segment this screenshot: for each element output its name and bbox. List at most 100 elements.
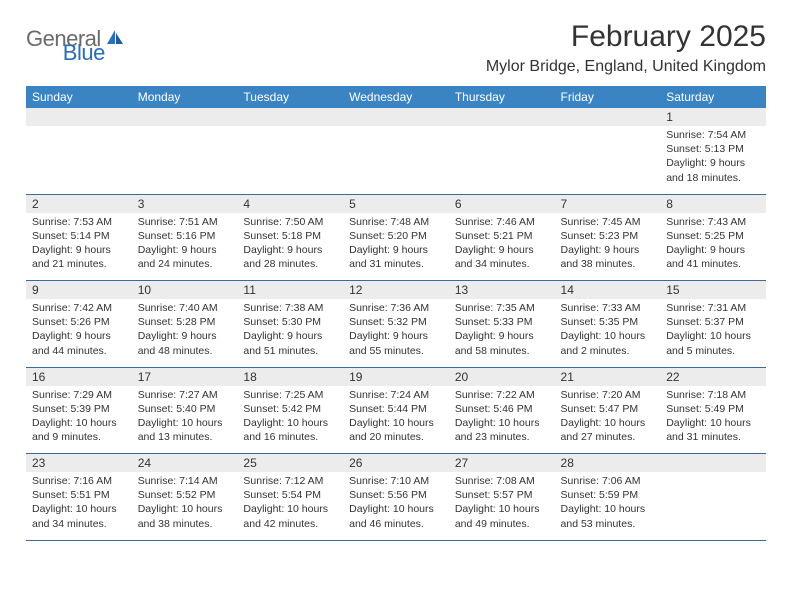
day-number: 3	[132, 194, 238, 213]
sunrise-line: Sunrise: 7:22 AM	[455, 388, 549, 402]
day-cell: Sunrise: 7:43 AMSunset: 5:25 PMDaylight:…	[660, 213, 766, 281]
day-number	[449, 108, 555, 126]
weekday-header: Tuesday	[237, 86, 343, 108]
daylight-line: Daylight: 9 hours and 55 minutes.	[349, 329, 443, 357]
sunrise-line: Sunrise: 7:38 AM	[243, 301, 337, 315]
header: General Blue February 2025 Mylor Bridge,…	[26, 20, 766, 76]
day-number: 25	[237, 454, 343, 473]
day-cell: Sunrise: 7:51 AMSunset: 5:16 PMDaylight:…	[132, 213, 238, 281]
daynum-row: 16171819202122	[26, 367, 766, 386]
sunrise-line: Sunrise: 7:27 AM	[138, 388, 232, 402]
day-cell	[343, 126, 449, 194]
day-number: 15	[660, 281, 766, 300]
sunset-line: Sunset: 5:46 PM	[455, 402, 549, 416]
sunset-line: Sunset: 5:30 PM	[243, 315, 337, 329]
sunset-line: Sunset: 5:21 PM	[455, 229, 549, 243]
sunset-line: Sunset: 5:44 PM	[349, 402, 443, 416]
day-cell	[555, 126, 661, 194]
sunset-line: Sunset: 5:35 PM	[561, 315, 655, 329]
daylight-line: Daylight: 10 hours and 46 minutes.	[349, 502, 443, 530]
day-cell: Sunrise: 7:53 AMSunset: 5:14 PMDaylight:…	[26, 213, 132, 281]
day-number: 24	[132, 454, 238, 473]
daylight-line: Daylight: 9 hours and 58 minutes.	[455, 329, 549, 357]
day-number: 22	[660, 367, 766, 386]
day-cell: Sunrise: 7:33 AMSunset: 5:35 PMDaylight:…	[555, 299, 661, 367]
sunrise-line: Sunrise: 7:50 AM	[243, 215, 337, 229]
daylight-line: Daylight: 10 hours and 34 minutes.	[32, 502, 126, 530]
sunrise-line: Sunrise: 7:53 AM	[32, 215, 126, 229]
daylight-line: Daylight: 10 hours and 2 minutes.	[561, 329, 655, 357]
daylight-line: Daylight: 9 hours and 48 minutes.	[138, 329, 232, 357]
daylight-line: Daylight: 9 hours and 44 minutes.	[32, 329, 126, 357]
day-number: 12	[343, 281, 449, 300]
sunset-line: Sunset: 5:51 PM	[32, 488, 126, 502]
day-number: 23	[26, 454, 132, 473]
sunrise-line: Sunrise: 7:16 AM	[32, 474, 126, 488]
day-number: 1	[660, 108, 766, 126]
sunset-line: Sunset: 5:54 PM	[243, 488, 337, 502]
day-number	[555, 108, 661, 126]
weekday-header: Monday	[132, 86, 238, 108]
daylight-line: Daylight: 9 hours and 24 minutes.	[138, 243, 232, 271]
weekday-header: Wednesday	[343, 86, 449, 108]
day-cell: Sunrise: 7:14 AMSunset: 5:52 PMDaylight:…	[132, 472, 238, 540]
daynum-row: 2345678	[26, 194, 766, 213]
day-number: 28	[555, 454, 661, 473]
title-block: February 2025 Mylor Bridge, England, Uni…	[486, 20, 766, 76]
day-cell: Sunrise: 7:29 AMSunset: 5:39 PMDaylight:…	[26, 386, 132, 454]
daylight-line: Daylight: 10 hours and 23 minutes.	[455, 416, 549, 444]
sunrise-line: Sunrise: 7:48 AM	[349, 215, 443, 229]
day-cell: Sunrise: 7:25 AMSunset: 5:42 PMDaylight:…	[237, 386, 343, 454]
calendar-page: General Blue February 2025 Mylor Bridge,…	[0, 0, 792, 541]
weekday-header: Friday	[555, 86, 661, 108]
daylight-line: Daylight: 10 hours and 53 minutes.	[561, 502, 655, 530]
day-cell: Sunrise: 7:27 AMSunset: 5:40 PMDaylight:…	[132, 386, 238, 454]
sunrise-line: Sunrise: 7:54 AM	[666, 128, 760, 142]
day-number: 17	[132, 367, 238, 386]
sunrise-line: Sunrise: 7:36 AM	[349, 301, 443, 315]
day-cell: Sunrise: 7:22 AMSunset: 5:46 PMDaylight:…	[449, 386, 555, 454]
sunset-line: Sunset: 5:37 PM	[666, 315, 760, 329]
sunset-line: Sunset: 5:14 PM	[32, 229, 126, 243]
daylight-line: Daylight: 9 hours and 18 minutes.	[666, 156, 760, 184]
weekday-header-row: Sunday Monday Tuesday Wednesday Thursday…	[26, 86, 766, 108]
day-cell: Sunrise: 7:40 AMSunset: 5:28 PMDaylight:…	[132, 299, 238, 367]
daylight-line: Daylight: 9 hours and 28 minutes.	[243, 243, 337, 271]
day-number: 18	[237, 367, 343, 386]
day-number: 21	[555, 367, 661, 386]
day-cell: Sunrise: 7:48 AMSunset: 5:20 PMDaylight:…	[343, 213, 449, 281]
day-number	[660, 454, 766, 473]
sunrise-line: Sunrise: 7:31 AM	[666, 301, 760, 315]
day-cell	[132, 126, 238, 194]
day-number	[132, 108, 238, 126]
daylight-line: Daylight: 10 hours and 20 minutes.	[349, 416, 443, 444]
day-cell: Sunrise: 7:12 AMSunset: 5:54 PMDaylight:…	[237, 472, 343, 540]
logo-text-blue: Blue	[63, 40, 105, 65]
weekday-header: Sunday	[26, 86, 132, 108]
calendar-table: Sunday Monday Tuesday Wednesday Thursday…	[26, 86, 766, 541]
day-number	[26, 108, 132, 126]
sunset-line: Sunset: 5:25 PM	[666, 229, 760, 243]
daylight-line: Daylight: 10 hours and 13 minutes.	[138, 416, 232, 444]
sunrise-line: Sunrise: 7:20 AM	[561, 388, 655, 402]
day-cell: Sunrise: 7:36 AMSunset: 5:32 PMDaylight:…	[343, 299, 449, 367]
sunrise-line: Sunrise: 7:24 AM	[349, 388, 443, 402]
sunrise-line: Sunrise: 7:46 AM	[455, 215, 549, 229]
detail-row: Sunrise: 7:16 AMSunset: 5:51 PMDaylight:…	[26, 472, 766, 540]
day-number: 8	[660, 194, 766, 213]
logo-sail-icon	[105, 28, 125, 51]
daylight-line: Daylight: 10 hours and 49 minutes.	[455, 502, 549, 530]
sunset-line: Sunset: 5:32 PM	[349, 315, 443, 329]
month-title: February 2025	[486, 20, 766, 54]
sunset-line: Sunset: 5:13 PM	[666, 142, 760, 156]
sunrise-line: Sunrise: 7:33 AM	[561, 301, 655, 315]
sunrise-line: Sunrise: 7:51 AM	[138, 215, 232, 229]
day-cell: Sunrise: 7:54 AMSunset: 5:13 PMDaylight:…	[660, 126, 766, 194]
day-number: 16	[26, 367, 132, 386]
day-cell: Sunrise: 7:10 AMSunset: 5:56 PMDaylight:…	[343, 472, 449, 540]
day-number: 26	[343, 454, 449, 473]
daylight-line: Daylight: 10 hours and 27 minutes.	[561, 416, 655, 444]
sunset-line: Sunset: 5:56 PM	[349, 488, 443, 502]
day-number: 27	[449, 454, 555, 473]
daynum-row: 9101112131415	[26, 281, 766, 300]
